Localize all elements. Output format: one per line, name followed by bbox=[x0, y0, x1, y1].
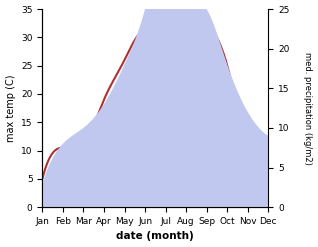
X-axis label: date (month): date (month) bbox=[116, 231, 194, 242]
Y-axis label: med. precipitation (kg/m2): med. precipitation (kg/m2) bbox=[303, 52, 313, 165]
Y-axis label: max temp (C): max temp (C) bbox=[5, 74, 16, 142]
